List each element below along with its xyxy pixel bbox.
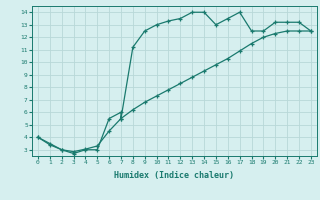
X-axis label: Humidex (Indice chaleur): Humidex (Indice chaleur) [115, 171, 234, 180]
